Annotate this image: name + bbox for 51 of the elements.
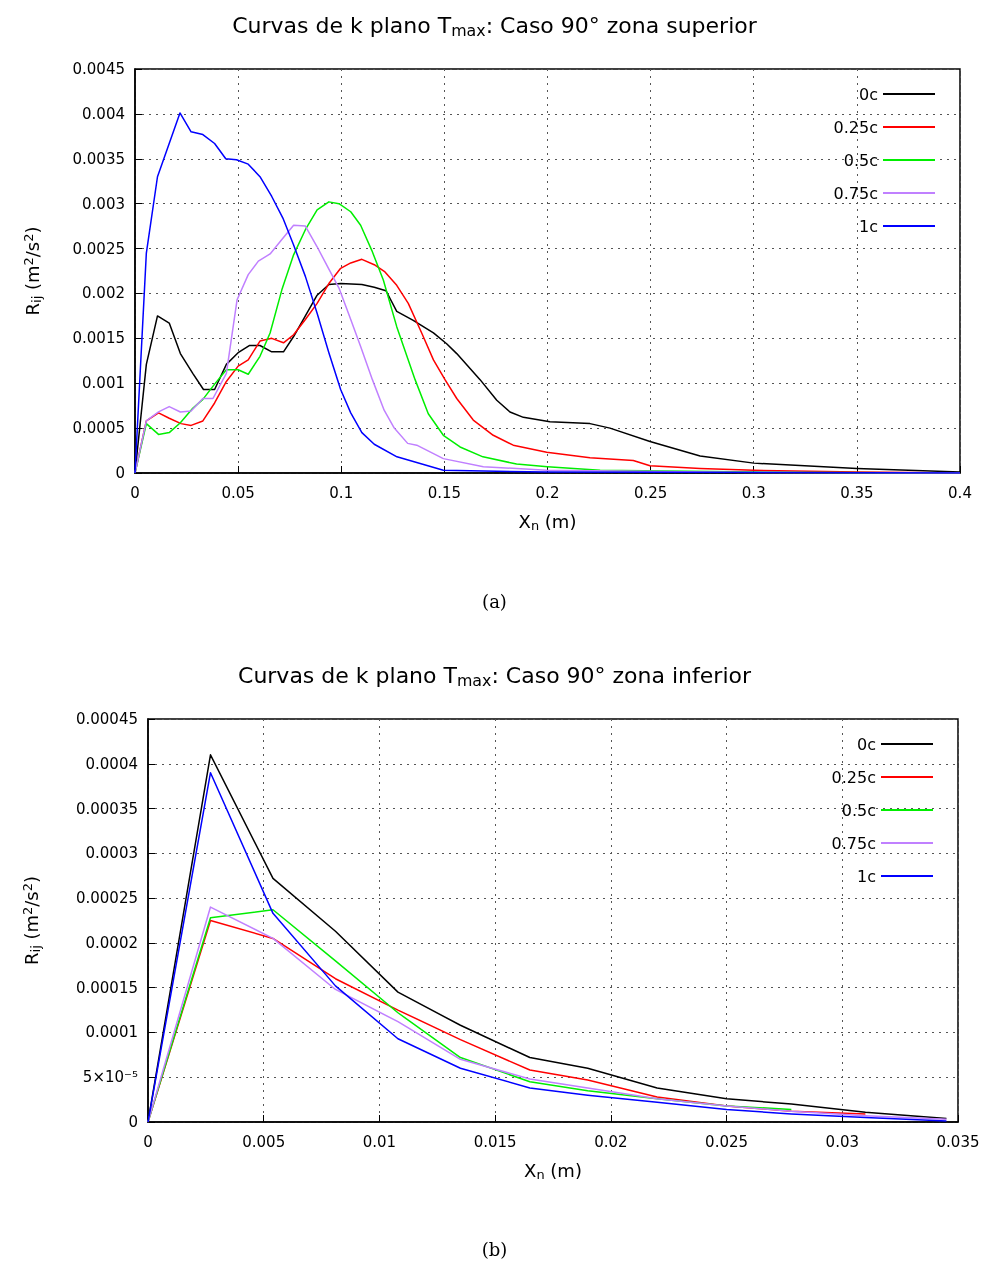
legend-label: 0.25c xyxy=(831,767,876,787)
x-tick-label: 0.025 xyxy=(705,1132,749,1151)
x-tick-label: 0 xyxy=(143,1132,153,1151)
legend-label: 0.25c xyxy=(833,117,878,137)
x-tick-label: 0.4 xyxy=(948,483,972,502)
x-tick-label: 0.25 xyxy=(633,483,668,502)
legend-label: 0.75c xyxy=(833,183,878,203)
y-tick-label: 0.00015 xyxy=(75,978,138,997)
legend-label: 1c xyxy=(859,216,878,236)
x-tick-label: 0.3 xyxy=(741,483,766,502)
y-tick-label: 0.0025 xyxy=(72,239,125,258)
y-axis-title: Rij (m2/s2) xyxy=(19,876,43,965)
y-tick-label: 0.0015 xyxy=(72,329,125,348)
y-tick-label: 0.004 xyxy=(82,104,125,123)
legend-label: 1c xyxy=(857,866,876,886)
x-tick-label: 0.2 xyxy=(535,483,560,502)
y-tick-label: 0.0005 xyxy=(72,419,125,438)
legend-label: 0.5c xyxy=(841,800,876,820)
x-tick-label: 0.03 xyxy=(825,1132,859,1151)
y-tick-label: 0.0004 xyxy=(85,754,138,773)
y-tick-label: 0.0035 xyxy=(72,149,125,168)
y-axis-title: Rij (m2/s2) xyxy=(20,226,44,316)
x-tick-label: 0.01 xyxy=(362,1132,397,1151)
x-tick-label: 0.1 xyxy=(329,483,354,502)
x-tick-label: 0.05 xyxy=(221,483,255,502)
line-series xyxy=(147,906,948,1123)
legend-label: 0.5c xyxy=(843,150,878,170)
legend-label: 0.75c xyxy=(831,833,876,853)
y-tick-label: 0.00045 xyxy=(75,710,138,728)
x-tick-label: 0.15 xyxy=(427,483,462,502)
x-tick-label: 0.005 xyxy=(242,1132,286,1151)
legend-label: 0c xyxy=(857,734,876,754)
y-tick-label: 0.0003 xyxy=(85,844,138,863)
y-tick-label: 0.00025 xyxy=(75,889,138,908)
x-tick-label: 0.035 xyxy=(936,1132,980,1151)
y-tick-label: 0.00035 xyxy=(75,799,138,818)
x-tick-label: 0.35 xyxy=(840,483,874,502)
y-tick-label: 0.003 xyxy=(82,194,125,213)
text: (b) xyxy=(481,1238,508,1260)
y-tick-label: 0.002 xyxy=(82,284,125,303)
y-tick-label: 0.0045 xyxy=(72,60,125,78)
y-tick-label: 0.0001 xyxy=(85,1023,138,1042)
legend-label: 0c xyxy=(859,84,878,104)
y-tick-label: 0 xyxy=(128,1113,138,1131)
text: (a) xyxy=(482,590,507,612)
y-tick-label: 0.001 xyxy=(82,374,125,393)
x-tick-label: 0.02 xyxy=(594,1132,628,1151)
y-tick-label: 5×10⁻⁵ xyxy=(82,1068,138,1087)
x-tick-label: 0.015 xyxy=(473,1132,517,1151)
y-tick-label: 0 xyxy=(115,464,125,482)
y-tick-label: 0.0002 xyxy=(85,933,138,952)
